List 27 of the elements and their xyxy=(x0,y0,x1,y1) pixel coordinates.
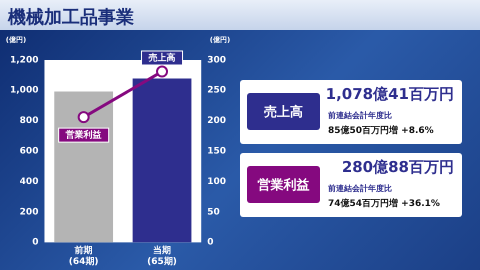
y-tick-label: 600 xyxy=(20,146,38,157)
text: 前連結会計年度比 xyxy=(328,110,392,121)
y-tick-label: 1,000 xyxy=(10,86,38,96)
text: 前連結会計年度比 xyxy=(328,183,392,194)
text: 売上高 xyxy=(247,93,320,130)
series-label: 売上高 xyxy=(148,52,176,64)
chart-title: 機械加工品事業 xyxy=(8,6,134,29)
x-tick-label: 前期 (64期) xyxy=(68,245,99,267)
y2-tick-label: 100 xyxy=(207,176,226,187)
y-tick-label: 200 xyxy=(20,207,38,218)
y-tick-label: 800 xyxy=(20,116,38,126)
series-label: 営業利益 xyxy=(66,129,102,140)
y2-tick-label: 250 xyxy=(207,86,226,96)
y-tick-label: 0 xyxy=(32,238,38,248)
x-tick-label: 当期 (65期) xyxy=(147,245,177,267)
text: 85億50百万円増 +8.6% xyxy=(328,124,434,137)
y2-tick-label: 0 xyxy=(207,238,214,248)
text: 74億54百万円増 +36.1% xyxy=(328,197,440,210)
y2-tick-label: 150 xyxy=(207,146,226,157)
y2-tick-label: 50 xyxy=(207,207,220,218)
y-tick-label: 1,200 xyxy=(10,55,38,66)
y-tick-label: 400 xyxy=(20,176,38,187)
y2-tick-label: 300 xyxy=(207,55,226,66)
y2-tick-label: 200 xyxy=(207,116,226,126)
text: 280億88百万円 xyxy=(342,158,454,177)
text: 営業利益 xyxy=(247,166,320,203)
text: 1,078億41百万円 xyxy=(326,85,454,104)
